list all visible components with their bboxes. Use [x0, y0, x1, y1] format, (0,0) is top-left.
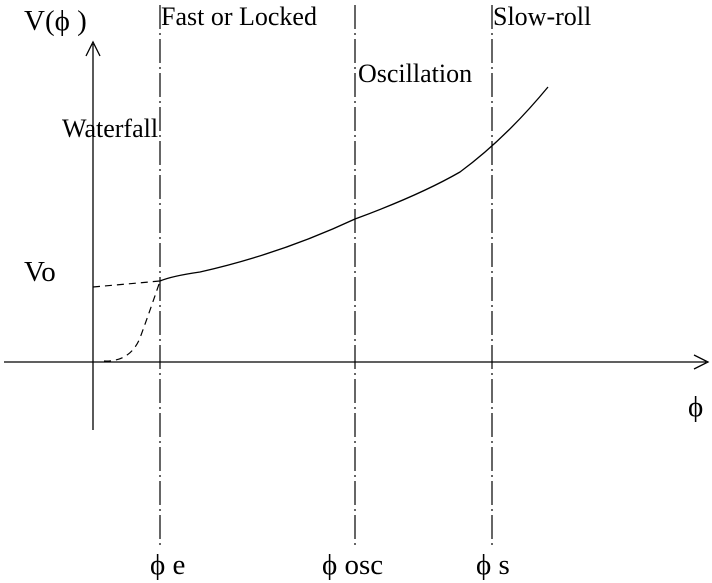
- phi-s-label: ϕ s: [476, 549, 510, 581]
- phi-e-label: ϕ e: [150, 549, 185, 581]
- region-label-fast-or-locked: Fast or Locked: [161, 2, 317, 31]
- y-axis-label: V(ϕ ): [24, 5, 87, 37]
- waterfall-dashed-curve: [103, 280, 161, 362]
- potential-curve: [159, 86, 549, 282]
- region-label-slow-roll: Slow-roll: [493, 2, 591, 31]
- x-axis-label: ϕ: [688, 391, 703, 423]
- region-label-oscillation: Oscillation: [358, 59, 472, 88]
- phi-osc-label: ϕ osc: [322, 549, 383, 581]
- v0-dashed-line: [92, 280, 161, 288]
- x-axis-arrowhead: [693, 354, 710, 370]
- region-label-waterfall: Waterfall: [62, 114, 158, 143]
- y-axis-arrowhead: [85, 40, 101, 57]
- v0-label: Vo: [24, 256, 56, 288]
